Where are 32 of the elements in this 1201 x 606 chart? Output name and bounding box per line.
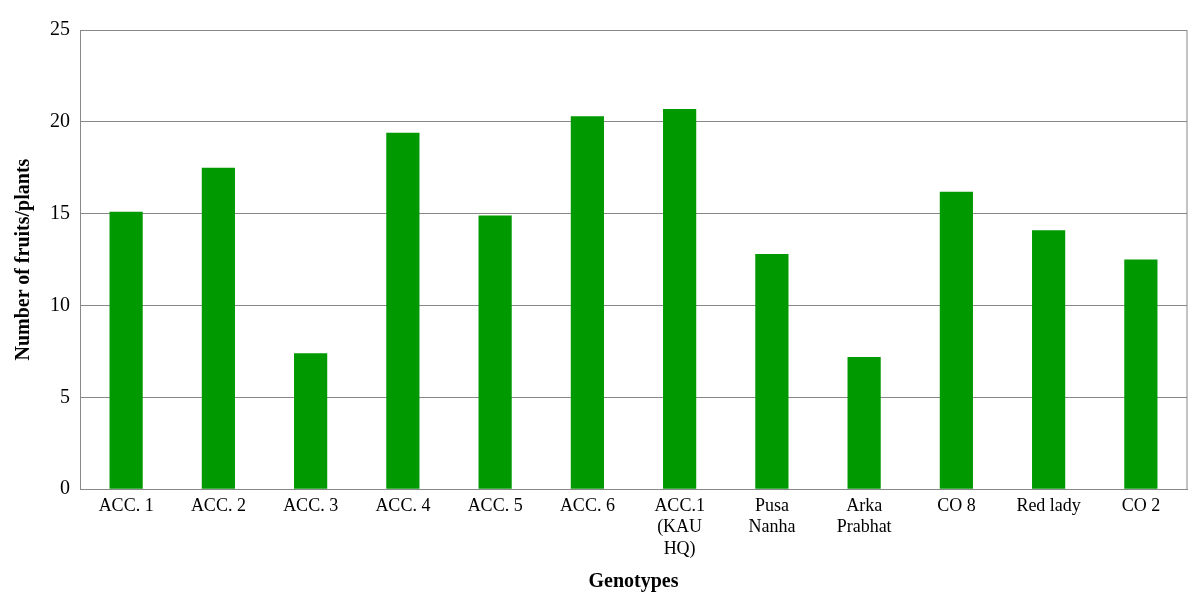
- x-tick-label: ACC.1 (KAU HQ): [654, 494, 705, 559]
- bar: [478, 215, 512, 489]
- bar: [570, 116, 604, 489]
- x-tick-label: CO 8: [937, 494, 976, 515]
- y-tick-label: 20: [50, 109, 70, 132]
- y-axis-title: Number of fruits/plants: [11, 158, 35, 361]
- x-tick-label: ACC. 4: [375, 494, 431, 515]
- x-tick-label: ACC. 5: [467, 494, 523, 515]
- bar: [109, 211, 143, 489]
- y-tick-label: 10: [50, 292, 70, 315]
- bar: [201, 167, 235, 489]
- x-tick-label: ACC. 3: [283, 494, 339, 515]
- x-tick-label: Pusa Nanha: [748, 494, 796, 537]
- x-tick-label: ACC. 6: [559, 494, 615, 515]
- x-tick-label: Arka Prabhat: [836, 494, 892, 537]
- y-tick-label: 25: [50, 17, 70, 40]
- bar: [386, 132, 420, 489]
- bar: [294, 353, 328, 489]
- x-tick-label: CO 2: [1121, 494, 1161, 515]
- x-axis-title: Genotypes: [588, 569, 679, 593]
- x-tick-label: Red lady: [1016, 494, 1081, 515]
- y-tick-label: 0: [60, 476, 70, 499]
- bar: [847, 356, 881, 489]
- x-tick-label: ACC. 1: [98, 494, 154, 515]
- bar: [663, 108, 697, 489]
- bar: [1032, 230, 1066, 489]
- bar: [755, 254, 789, 489]
- x-tick-label: ACC. 2: [190, 494, 246, 515]
- bar: [1124, 259, 1158, 489]
- bar: [939, 191, 973, 489]
- y-tick-label: 5: [60, 384, 70, 407]
- y-tick-label: 15: [50, 200, 70, 223]
